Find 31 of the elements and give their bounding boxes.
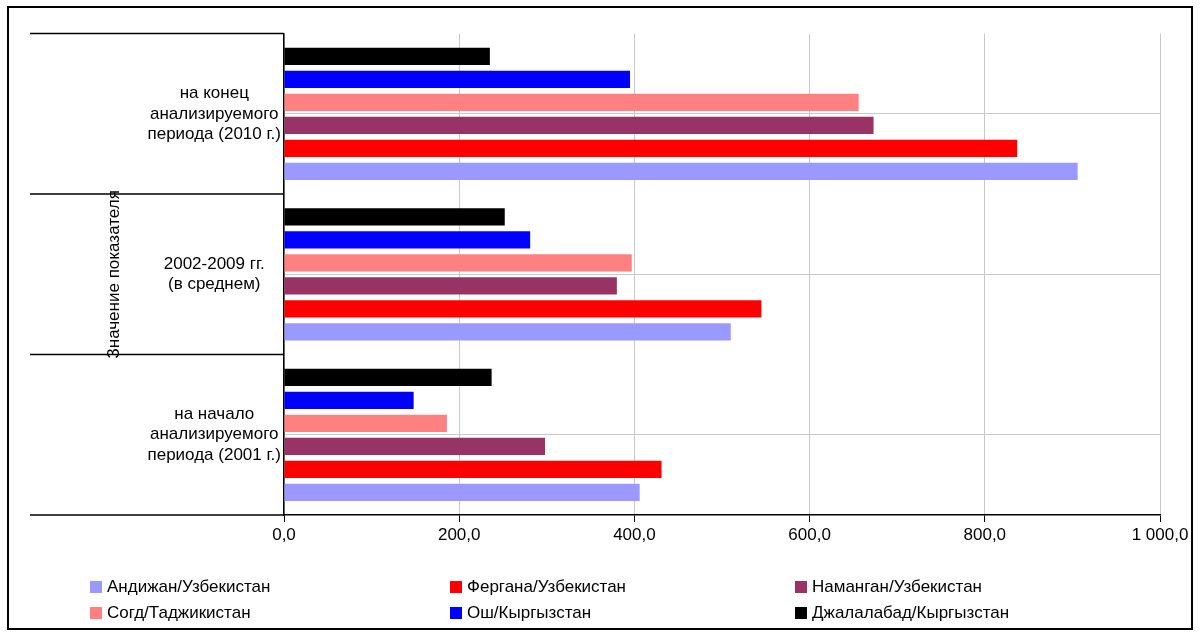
x-tick-label: 800,0 xyxy=(963,524,1007,544)
bar xyxy=(284,460,662,478)
bar xyxy=(284,70,631,88)
x-tick-label: 0,0 xyxy=(272,524,296,544)
bar xyxy=(284,414,447,432)
bar xyxy=(284,254,632,272)
y-tick-label: на начало анализируемого периода (2001 г.) xyxy=(147,404,282,464)
bar xyxy=(284,93,859,111)
x-tick-label: 600,0 xyxy=(788,524,831,544)
y-tick-label: 2002-2009 гг. (в среднем) xyxy=(163,253,265,294)
x-tick-label: 1 000,0 xyxy=(1131,524,1189,544)
bar xyxy=(284,437,546,455)
x-tick-label: 400,0 xyxy=(613,524,656,544)
bar xyxy=(284,162,1078,180)
bar xyxy=(284,483,640,501)
bar xyxy=(284,231,531,249)
bar xyxy=(284,139,1018,157)
y-axis-title: Значение показателя xyxy=(103,190,123,359)
bar xyxy=(284,391,414,409)
x-tick-label: 200,0 xyxy=(437,524,481,544)
legend-label: Наманган/Узбекистан xyxy=(812,577,982,597)
legend-label: Джалалабад/Кыргызстан xyxy=(812,603,1010,623)
legend-label: Ош/Кыргызстан xyxy=(467,603,592,623)
legend-label: Согд/Таджикистан xyxy=(107,603,251,623)
legend-label: Андижан/Узбекистан xyxy=(107,577,271,597)
legend-label: Фергана/Узбекистан xyxy=(467,577,627,597)
bar xyxy=(284,323,731,341)
bar xyxy=(284,116,874,134)
bar xyxy=(284,300,762,318)
bar xyxy=(284,277,617,295)
y-tick-label: на конец анализируемого периода (2010 г.) xyxy=(147,83,282,143)
